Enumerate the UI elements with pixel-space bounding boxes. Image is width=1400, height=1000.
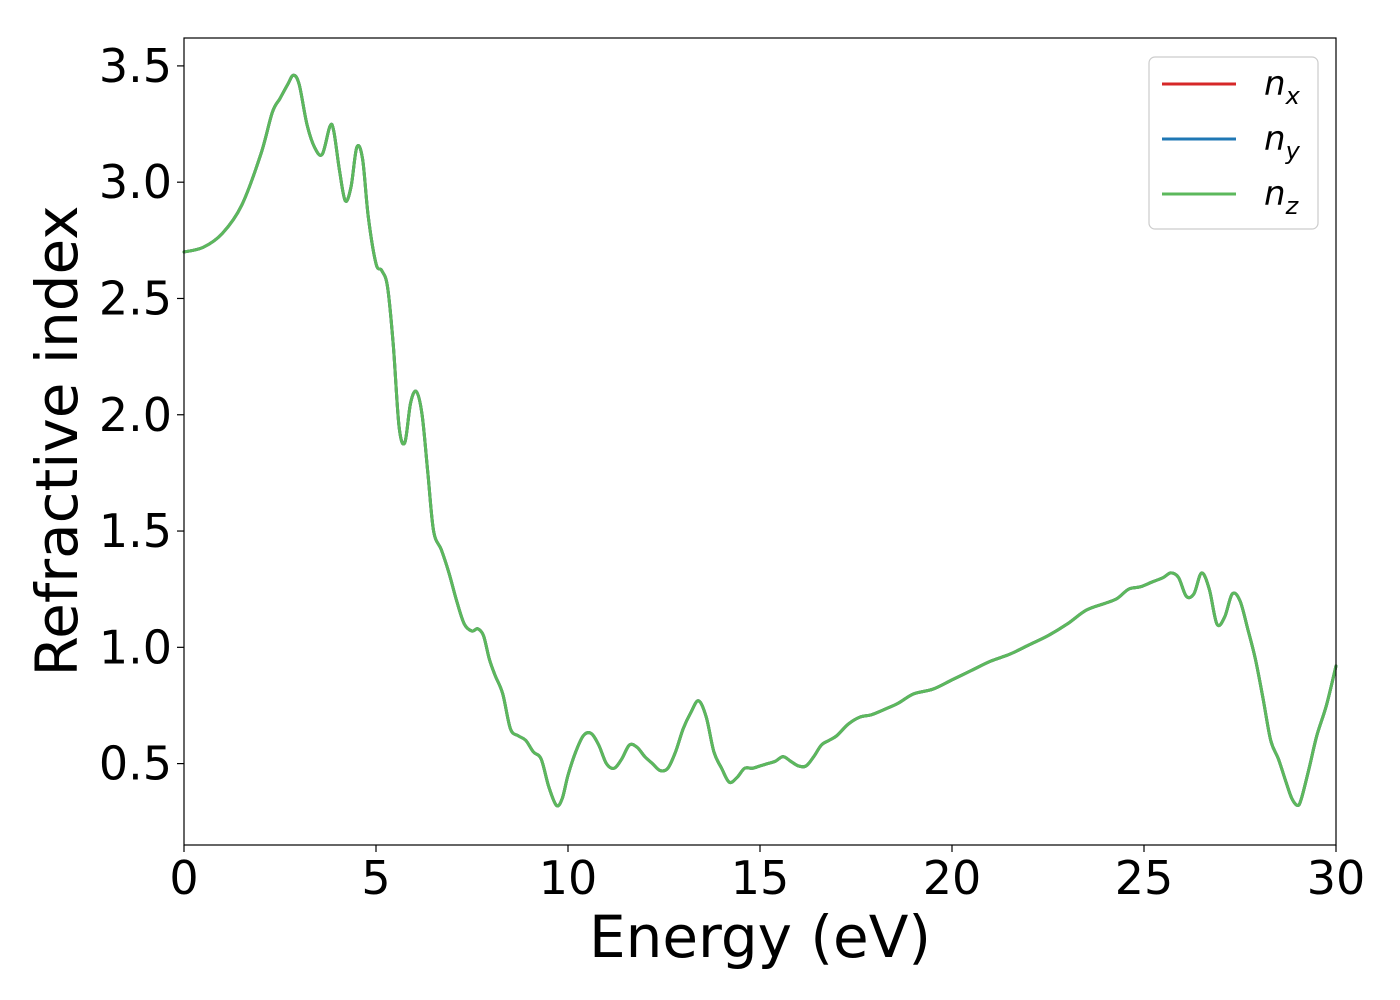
y-tick-label: 1.5 bbox=[99, 504, 172, 558]
y-tick-label: 1.0 bbox=[99, 620, 172, 674]
x-axis-label: Energy (eV) bbox=[589, 903, 931, 971]
x-tick-label: 5 bbox=[361, 851, 390, 905]
legend: nx ny nz bbox=[1148, 56, 1319, 230]
x-tick-label: 20 bbox=[923, 851, 982, 905]
legend-label-ny: ny bbox=[1264, 119, 1301, 165]
x-tick-label: 10 bbox=[539, 851, 598, 905]
legend-box bbox=[1148, 56, 1319, 230]
x-tick-label: 15 bbox=[731, 851, 790, 905]
y-tick-label: 0.5 bbox=[99, 737, 172, 791]
y-tick-label: 2.5 bbox=[99, 271, 172, 325]
legend-label-nx: nx bbox=[1264, 64, 1301, 110]
x-tick-label: 0 bbox=[169, 851, 198, 905]
y-tick-label: 3.5 bbox=[99, 39, 172, 93]
x-axis-ticks: 0 5 10 15 20 25 30 bbox=[169, 845, 1365, 905]
y-axis-ticks: 0.5 1.0 1.5 2.0 2.5 3.0 3.5 bbox=[99, 39, 184, 791]
x-tick-label: 25 bbox=[1115, 851, 1174, 905]
y-tick-label: 3.0 bbox=[99, 155, 172, 209]
legend-label-nz: nz bbox=[1264, 174, 1300, 220]
series-line-nz bbox=[182, 73, 1338, 808]
y-axis-label: Refractive index bbox=[23, 205, 91, 676]
x-tick-label: 30 bbox=[1307, 851, 1366, 905]
series-layer bbox=[182, 73, 1338, 808]
y-tick-label: 2.0 bbox=[99, 388, 172, 442]
legend-items: nx ny nz bbox=[1162, 64, 1301, 220]
